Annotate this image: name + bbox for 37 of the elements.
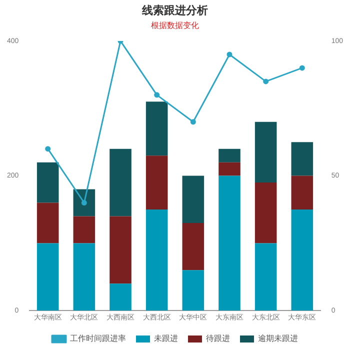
- bar: [291, 142, 314, 176]
- bar: [182, 176, 204, 223]
- point: [81, 200, 87, 206]
- bar: [291, 176, 314, 210]
- legend-label: 逾期未跟进: [258, 334, 298, 344]
- chart-title: 线索跟进分析: [140, 3, 209, 18]
- bar: [146, 156, 168, 210]
- bar: [36, 243, 59, 311]
- bar: [254, 182, 277, 244]
- bar: [254, 122, 277, 183]
- point: [190, 119, 196, 125]
- point: [154, 92, 160, 98]
- point: [226, 52, 232, 58]
- bar: [218, 176, 240, 311]
- bar: [36, 202, 59, 244]
- bar: [146, 102, 168, 156]
- bar: [182, 222, 204, 270]
- bar: [110, 216, 132, 284]
- bar: [146, 210, 168, 311]
- bar: [110, 148, 132, 216]
- bar: [291, 210, 314, 311]
- legend-label: 未跟进: [154, 334, 178, 344]
- bar: [73, 216, 96, 244]
- bar: [218, 148, 240, 162]
- point: [45, 146, 51, 152]
- legend-label: 工作时间跟进率: [70, 334, 126, 344]
- bar: [36, 162, 59, 203]
- chart-subtitle: 根据数据变化: [150, 20, 200, 31]
- point: [263, 78, 269, 84]
- bar: [110, 284, 132, 311]
- bar: [73, 243, 96, 311]
- bar: [218, 162, 240, 176]
- bar: [73, 189, 96, 216]
- bar: [254, 243, 277, 311]
- legend-label: 待跟进: [206, 334, 230, 344]
- bar: [182, 270, 204, 311]
- point: [299, 65, 305, 71]
